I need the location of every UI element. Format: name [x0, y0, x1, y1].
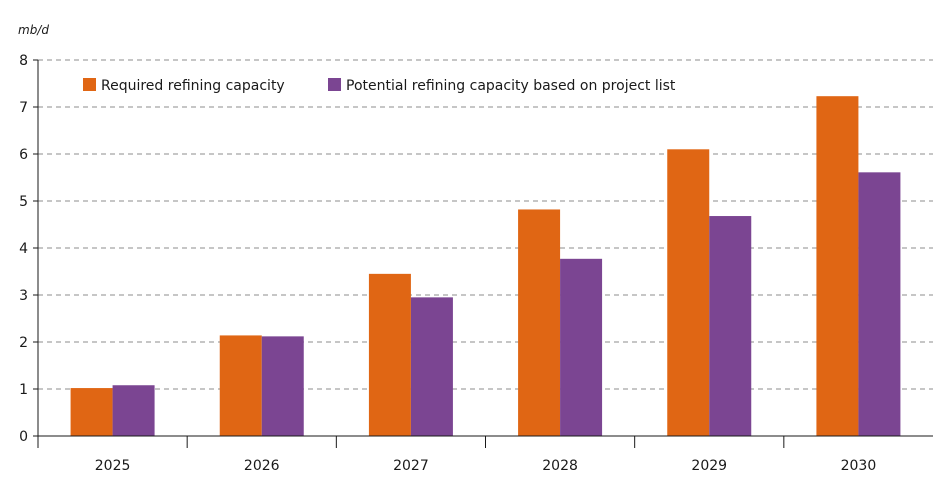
bar-potential-2027: [410, 297, 453, 436]
bar-potential-2026: [261, 336, 304, 436]
y-tick-label: 3: [19, 288, 28, 304]
gridlines: [38, 59, 933, 390]
bar-potential-2028: [560, 258, 603, 436]
x-tick-label: 2030: [841, 458, 877, 474]
y-tick-label: 2: [19, 335, 28, 351]
axes: [37, 60, 933, 448]
legend: Required refining capacity Potential ref…: [83, 78, 676, 94]
y-tick-label: 7: [19, 100, 28, 116]
legend-swatch-potential: [328, 78, 341, 91]
legend-label-potential: Potential refining capacity based on pro…: [346, 78, 676, 94]
y-axis-unit-label: mb/d: [18, 23, 49, 37]
bar-required-2030: [816, 96, 859, 436]
y-tick-label: 8: [19, 53, 28, 69]
legend-label-required: Required refining capacity: [101, 78, 285, 94]
y-tick-label: 4: [19, 241, 28, 257]
bar-potential-2025: [112, 385, 155, 436]
y-tick-label: 5: [19, 194, 28, 210]
x-axis-ticks: 2025 2026 2027 2028 2029 2030: [95, 436, 876, 474]
x-tick-label: 2026: [244, 458, 280, 474]
y-axis-ticks: 0 1 2 3 4 5 6 7 8: [19, 53, 38, 445]
bar-potential-2030: [858, 172, 901, 436]
x-tick-label: 2029: [691, 458, 727, 474]
bar-required-2027: [368, 273, 411, 436]
bar-required-2029: [667, 149, 710, 437]
y-tick-label: 1: [19, 382, 28, 398]
y-tick-label: 6: [19, 147, 28, 163]
legend-swatch-required: [83, 78, 96, 91]
x-tick-label: 2028: [542, 458, 578, 474]
x-tick-label: 2027: [393, 458, 429, 474]
bar-required-2026: [219, 335, 262, 436]
bar-required-2025: [70, 388, 113, 436]
bars: [70, 96, 901, 437]
bar-potential-2029: [709, 216, 752, 436]
x-tick-label: 2025: [95, 458, 131, 474]
y-tick-label: 0: [19, 429, 28, 445]
bar-required-2028: [518, 209, 561, 436]
